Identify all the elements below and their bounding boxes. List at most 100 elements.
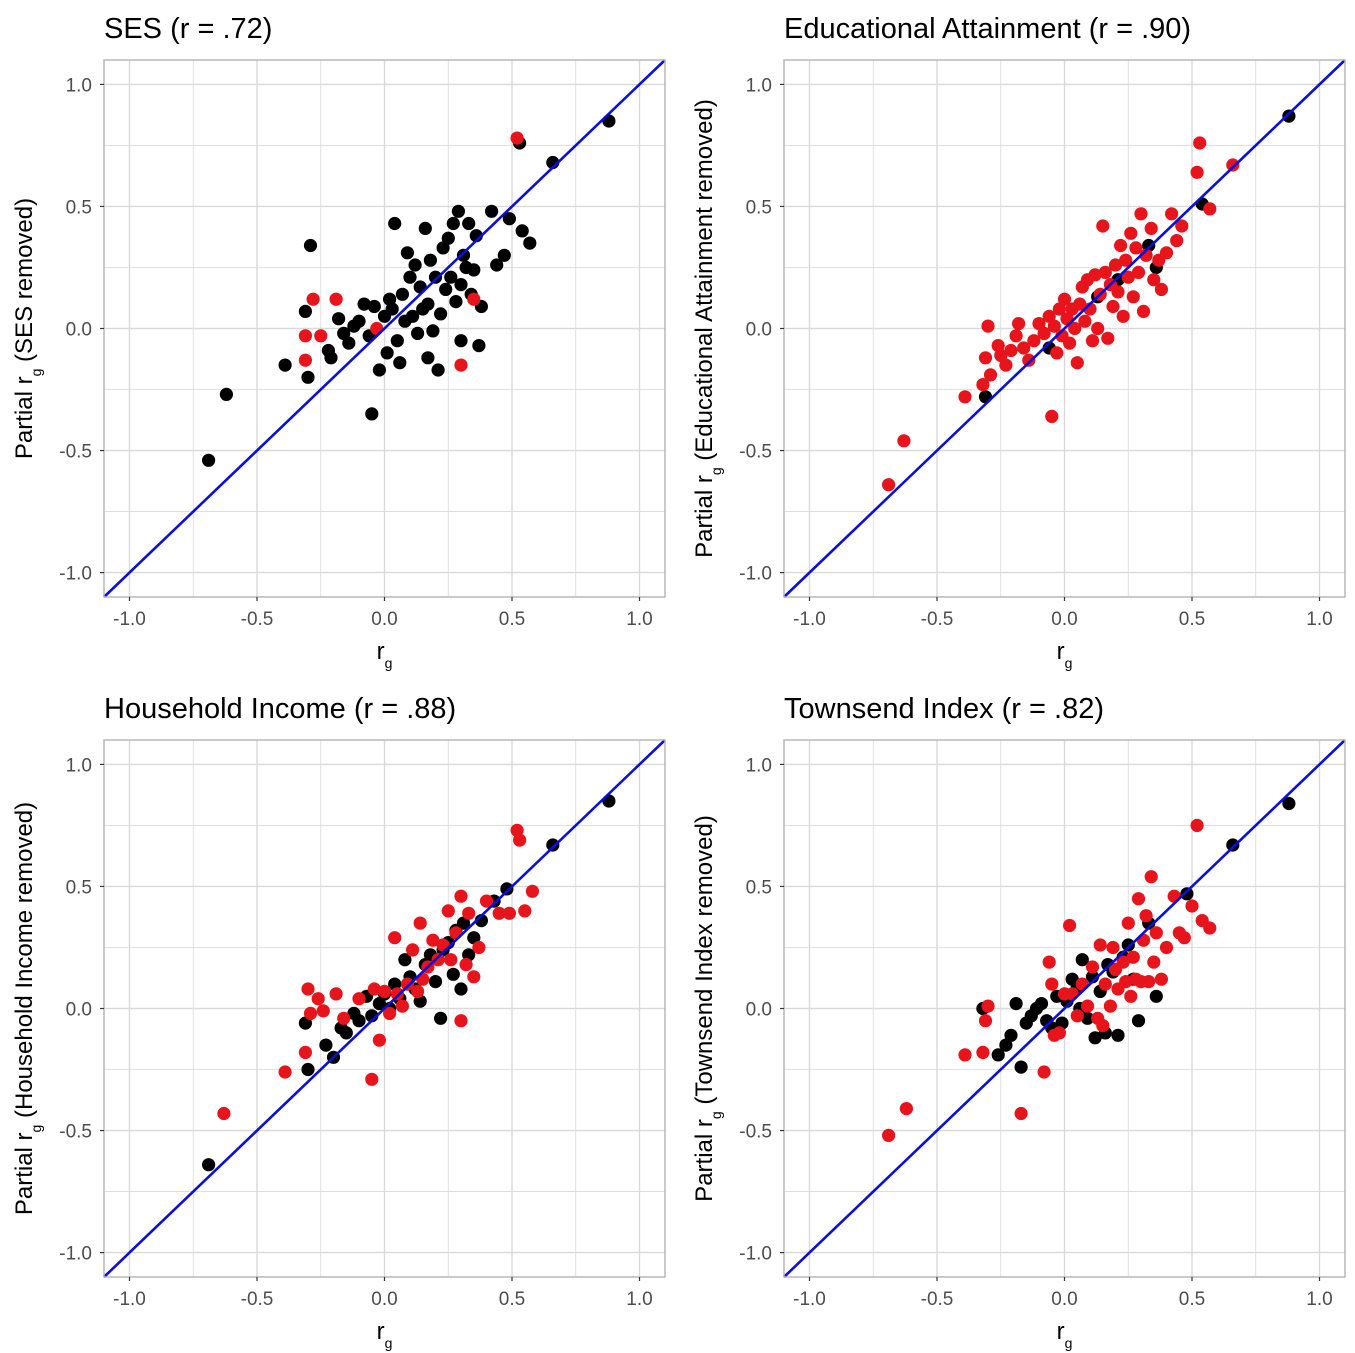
data-point	[1126, 290, 1140, 304]
data-point	[479, 894, 494, 908]
data-point	[1282, 109, 1296, 123]
y-tick-label: -1.0	[739, 1244, 772, 1265]
data-point	[1070, 356, 1084, 370]
y-tick-label: -1.0	[739, 564, 772, 585]
data-point	[1142, 975, 1156, 989]
series-2	[882, 136, 1240, 492]
x-axis-label: rg	[1057, 638, 1073, 671]
data-point	[1014, 1060, 1028, 1074]
data-point	[882, 1128, 896, 1142]
data-point	[202, 1158, 216, 1172]
data-point	[352, 992, 366, 1006]
data-point	[459, 958, 473, 972]
y-tick-label: 0.0	[66, 1000, 92, 1021]
data-point	[1175, 219, 1189, 233]
data-point	[1009, 329, 1023, 343]
chart-title: Household Income (r = .88)	[104, 693, 456, 725]
data-point	[454, 278, 468, 292]
data-point	[1098, 265, 1112, 279]
y-tick-label: 0.0	[66, 320, 92, 341]
data-point	[423, 253, 437, 267]
data-point	[441, 231, 455, 245]
data-point	[1075, 953, 1089, 967]
data-point	[411, 326, 425, 340]
data-point	[1116, 955, 1130, 969]
data-point	[515, 224, 529, 238]
data-point	[454, 889, 468, 903]
x-tick-label: 0.5	[1179, 609, 1205, 630]
data-point	[431, 953, 445, 967]
data-point	[1139, 909, 1153, 923]
identity-line	[103, 59, 666, 598]
data-point	[426, 324, 440, 338]
data-point	[500, 882, 514, 896]
x-tick-label: 1.0	[1306, 1289, 1332, 1310]
data-point	[390, 987, 404, 1001]
panel-4: -1.0 -0.5 0.0 0.5 1.0 -1.0 -0.5 0.0 0.5 1.0 Townse…	[691, 693, 1346, 1351]
data-point	[1032, 317, 1046, 331]
data-point	[439, 282, 453, 296]
y-tick-label: 0.5	[66, 197, 92, 218]
data-point	[408, 258, 422, 272]
data-point	[1203, 202, 1217, 216]
data-point	[406, 309, 420, 323]
data-point	[999, 1038, 1013, 1052]
data-point	[1080, 999, 1095, 1013]
x-tick-label: 0.0	[1051, 1289, 1077, 1310]
data-point	[1124, 989, 1138, 1003]
data-point	[298, 1016, 312, 1030]
data-point	[1121, 270, 1135, 284]
data-point	[444, 953, 458, 967]
data-point	[316, 1004, 330, 1018]
y-tick-label: 1.0	[746, 755, 772, 776]
data-point	[513, 833, 527, 847]
data-point	[467, 931, 481, 945]
data-point	[202, 453, 216, 467]
data-point	[303, 1006, 318, 1021]
data-point	[421, 351, 435, 365]
x-tick-label: 0.5	[499, 609, 525, 630]
data-point	[418, 221, 432, 235]
data-point	[523, 236, 537, 250]
x-axis-label: rg	[377, 638, 393, 671]
data-point	[1226, 158, 1240, 172]
data-point	[406, 943, 420, 957]
data-point	[1190, 818, 1204, 833]
y-axis-label: Partial rg (Household Income removed)	[11, 802, 44, 1215]
data-point	[1093, 938, 1107, 952]
y-tick-label: 1.0	[66, 755, 92, 776]
data-point	[454, 1014, 468, 1028]
data-point	[1226, 838, 1240, 852]
series-1	[976, 796, 1296, 1074]
chart-title: Educational Attainment (r = .90)	[784, 13, 1191, 45]
data-point	[1050, 346, 1064, 360]
data-point	[451, 204, 465, 218]
data-point	[395, 999, 409, 1013]
data-point	[301, 1062, 315, 1077]
data-point	[314, 329, 328, 343]
data-point	[485, 204, 499, 218]
y-tick-label: -1.0	[59, 564, 92, 585]
data-point	[1045, 409, 1059, 423]
x-tick-label: 0.0	[371, 1289, 397, 1310]
data-point	[462, 216, 476, 231]
data-point	[994, 348, 1008, 362]
panel-3: -1.0 -0.5 0.0 0.5 1.0 -1.0 -0.5 0.0 0.5 1.0 Househ…	[11, 693, 666, 1351]
data-point	[428, 270, 443, 284]
data-point	[342, 336, 356, 350]
y-tick-label: 1.0	[66, 75, 92, 96]
data-point	[441, 904, 455, 918]
data-point	[339, 1026, 353, 1040]
y-axis-label: Partial rg (SES removed)	[11, 198, 44, 459]
data-point	[1203, 921, 1217, 935]
data-point	[1131, 892, 1146, 906]
y-tick-label: 0.5	[746, 197, 772, 218]
data-point	[1147, 273, 1161, 287]
data-point	[1012, 317, 1026, 331]
data-point	[467, 970, 481, 984]
data-point	[372, 997, 386, 1011]
data-point	[978, 351, 993, 365]
data-point	[428, 975, 443, 989]
data-point	[1063, 918, 1077, 933]
data-point	[400, 246, 414, 260]
